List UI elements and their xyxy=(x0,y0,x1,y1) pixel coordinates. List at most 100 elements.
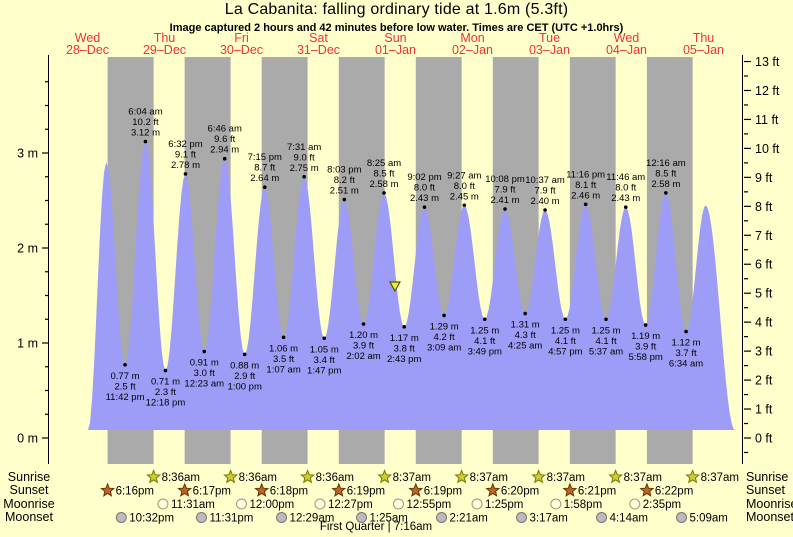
low-tide-annotation: 1.25 m 4.1 ft 5:37 am xyxy=(589,325,623,357)
astro-time-label: 4:14am xyxy=(610,513,648,525)
day-date-label: 31–Dec xyxy=(297,43,340,57)
moonrise-icon xyxy=(314,498,326,510)
astro-time-label: 1:25am xyxy=(370,513,408,525)
high-tide-annotation: 10:08 pm 7.9 ft 2.41 m xyxy=(485,174,525,206)
day-weekday-label: Sat xyxy=(309,31,328,45)
astro-time-label: 3:17am xyxy=(530,513,568,525)
low-tide-annotation: 1.25 m 4.1 ft 4:57 pm xyxy=(548,325,582,357)
astro-time-label: 8:36am xyxy=(162,472,200,484)
moonset-icon xyxy=(115,512,127,523)
astro-time-label: 2:35pm xyxy=(643,499,681,511)
low-tide-annotation: 1.20 m 3.9 ft 2:02 am xyxy=(346,330,380,362)
low-tide-dot xyxy=(563,317,568,322)
low-tide-dot xyxy=(482,317,487,322)
day-date-label: 01–Jan xyxy=(375,43,416,57)
sunrise-icon xyxy=(377,469,393,484)
low-tide-dot xyxy=(442,313,446,318)
moonrise-icon xyxy=(471,498,483,510)
astro-time-label: 12:55pm xyxy=(406,499,451,511)
high-tide-dot xyxy=(302,174,306,179)
low-tide-annotation: 1.29 m 4.2 ft 3:09 am xyxy=(427,321,461,353)
astro-time-label: 8:36am xyxy=(239,472,277,484)
low-tide-dot xyxy=(604,317,608,322)
astro-time-label: 8:36am xyxy=(316,472,354,484)
low-tide-dot xyxy=(402,325,407,329)
high-tide-annotation: 6:04 am 10.2 ft 3.12 m xyxy=(128,107,162,139)
day-date-label: 29–Dec xyxy=(143,43,186,57)
low-tide-dot xyxy=(202,349,207,354)
astro-time-label: 6:19pm xyxy=(347,486,385,498)
high-tide-annotation: 6:32 pm 9.1 ft 2.78 m xyxy=(168,139,202,171)
moonset-icon xyxy=(195,512,207,523)
right-axis-label: 2 ft xyxy=(755,374,773,388)
right-axis-label: 10 ft xyxy=(755,142,780,156)
right-axis-label: 8 ft xyxy=(755,200,773,214)
astro-time-label: 12:00pm xyxy=(250,499,295,511)
low-tide-annotation: 1.17 m 3.8 ft 2:43 pm xyxy=(387,333,421,365)
astro-time-label: 2:21am xyxy=(450,513,488,525)
low-tide-annotation: 1.12 m 3.7 ft 6:34 am xyxy=(669,338,703,370)
sunrise-icon xyxy=(146,469,162,484)
current-tide-marker-icon xyxy=(388,281,401,293)
right-axis-label: 11 ft xyxy=(755,113,779,127)
day-weekday-label: Fri xyxy=(234,31,249,45)
moonrise-icon xyxy=(236,498,247,510)
high-tide-annotation: 9:27 am 8.0 ft 2.45 m xyxy=(447,170,481,202)
low-tide-dot xyxy=(281,335,286,340)
astro-time-label: 11:31am xyxy=(171,499,215,511)
right-axis-label: 9 ft xyxy=(755,171,773,185)
high-tide-annotation: 8:25 am 8.5 ft 2.58 m xyxy=(367,158,401,190)
astro-time-label: 1:58pm xyxy=(564,499,602,511)
sunrise-row-label-right: Sunrise xyxy=(746,470,789,484)
day-weekday-label: Wed xyxy=(614,31,640,45)
page-title: La Cabanita: falling ordinary tide at 1.… xyxy=(224,1,569,18)
astro-time-label: 6:19pm xyxy=(424,486,462,498)
right-axis-label: 1 ft xyxy=(755,403,773,417)
sunrise-icon xyxy=(685,469,701,484)
low-tide-dot xyxy=(523,311,527,316)
high-tide-annotation: 7:31 am 9.0 ft 2.75 m xyxy=(287,142,321,174)
astro-time-label: 12:29am xyxy=(290,513,335,525)
astro-time-label: 6:21pm xyxy=(578,486,616,498)
astro-time-label: 8:37am xyxy=(701,472,739,484)
right-axis-label: 13 ft xyxy=(755,55,780,69)
moonrise-icon xyxy=(157,498,169,510)
low-tide-annotation: 1.31 m 4.3 ft 4:25 am xyxy=(508,320,542,352)
astro-time-label: 6:20pm xyxy=(501,486,539,498)
low-tide-dot xyxy=(684,329,688,334)
astro-time-label: 5:09am xyxy=(690,513,728,525)
moonset-icon xyxy=(516,512,528,523)
sunset-row-label-right: Sunset xyxy=(746,483,785,497)
high-tide-dot xyxy=(462,203,467,208)
high-tide-dot xyxy=(503,207,507,211)
right-axis-label: 12 ft xyxy=(755,84,780,98)
moonrise-row-label-right: Moonrise xyxy=(746,497,793,511)
low-tide-annotation: 0.71 m 2.3 ft 12:18 pm xyxy=(146,377,186,409)
high-tide-annotation: 9:02 pm 8.0 ft 2.43 m xyxy=(407,172,441,204)
sunrise-icon xyxy=(608,469,624,484)
high-tide-annotation: 12:16 am 8.5 ft 2.58 m xyxy=(646,158,686,190)
astro-time-label: 6:22pm xyxy=(655,486,693,498)
high-tide-dot xyxy=(143,139,148,144)
sunset-icon xyxy=(639,482,655,497)
astro-time-label: 11:31pm xyxy=(209,513,253,525)
astro-time-label: 10:32pm xyxy=(129,513,174,525)
astro-time-label: 6:16pm xyxy=(116,486,154,498)
moonset-icon xyxy=(356,512,368,523)
high-tide-dot xyxy=(183,172,188,176)
low-tide-dot xyxy=(163,368,168,373)
moonset-icon xyxy=(596,512,608,523)
sunrise-icon xyxy=(223,469,239,484)
astro-time-label: 8:37am xyxy=(470,472,508,484)
sunset-row-label-left: Sunset xyxy=(9,483,49,497)
astro-time-label: 8:37am xyxy=(547,472,585,484)
high-tide-annotation: 8:03 pm 8.2 ft 2.51 m xyxy=(327,165,361,197)
sunrise-icon xyxy=(531,469,547,484)
sunrise-icon xyxy=(454,469,470,484)
low-tide-dot xyxy=(361,322,366,326)
right-axis-label: 5 ft xyxy=(755,287,773,301)
high-tide-annotation: 11:16 pm 8.1 ft 2.46 m xyxy=(566,169,605,201)
low-tide-annotation: 0.91 m 3.0 ft 12:23 am xyxy=(184,358,224,390)
left-axis-label: 3 m xyxy=(17,147,38,161)
